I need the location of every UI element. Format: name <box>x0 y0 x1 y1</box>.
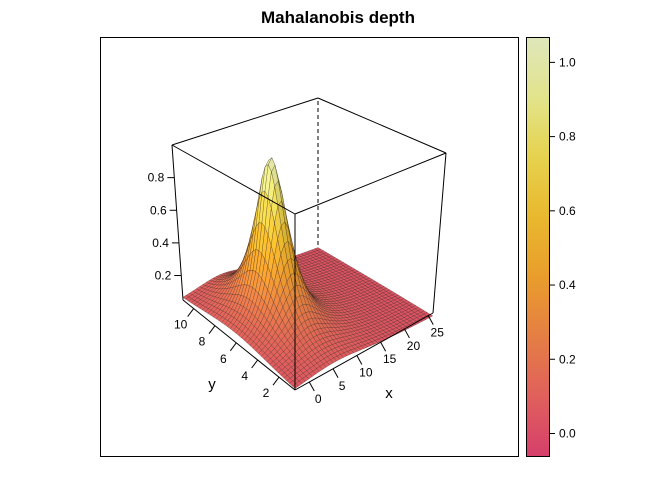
plot-panel <box>100 37 519 457</box>
y-tick <box>229 342 237 352</box>
colorbar-tick-label: 1.0 <box>559 55 576 69</box>
box-edge <box>317 97 447 154</box>
box-edge <box>171 97 319 146</box>
y-tick-label: 2 <box>263 386 270 400</box>
colorbar-tick-label: 0.6 <box>559 204 576 218</box>
y-tick-label: 8 <box>199 335 206 349</box>
box-edge <box>171 144 296 215</box>
x-tick-label: 10 <box>359 365 373 379</box>
colorbar-tick-label: 0.0 <box>559 426 576 440</box>
x-tick <box>404 328 410 339</box>
x-axis-label: x <box>385 385 393 402</box>
box-edge <box>171 144 184 301</box>
colorbar-ticks: 0.0 0.2 0.4 0.6 0.8 1.0 <box>549 55 576 440</box>
y-axis-label: y <box>208 376 216 393</box>
axes: 0 5 10 15 20 25 2 468 10 0.2 0.4 0.6 0.8 <box>148 171 445 406</box>
z-tick-label: 0.6 <box>150 203 167 217</box>
box-edge <box>294 152 447 215</box>
z-tick-label: 0.4 <box>152 236 169 250</box>
z-tick-label: 0.2 <box>155 269 172 283</box>
box-edge <box>294 312 434 391</box>
y-tick <box>208 325 216 335</box>
box-edge <box>432 152 447 314</box>
y-tick-label: 4 <box>241 369 248 383</box>
bounding-box <box>171 97 447 391</box>
x-tick <box>427 315 434 325</box>
y-tick <box>251 359 259 369</box>
z-tick-label: 0.8 <box>148 171 165 185</box>
y-tick-label: 6 <box>220 352 227 366</box>
x-tick <box>308 381 315 392</box>
x-tick-label: 15 <box>383 352 397 366</box>
colorbar-tick-label: 0.4 <box>559 278 576 292</box>
chart-title: Mahalanobis depth <box>261 8 415 27</box>
x-tick <box>332 368 339 379</box>
colorbar-tick-label: 0.8 <box>559 130 576 144</box>
x-tick-label: 25 <box>431 326 445 340</box>
x-tick <box>356 355 363 365</box>
x-tick-label: 5 <box>339 379 346 393</box>
colorbar <box>526 37 550 457</box>
surface <box>182 157 434 389</box>
y-tick <box>187 308 195 317</box>
y-tick-label: 10 <box>174 318 188 332</box>
y-tick <box>272 376 280 386</box>
x-tick-label: 20 <box>407 339 421 353</box>
x-tick-label: 0 <box>315 392 322 406</box>
colorbar-tick-label: 0.2 <box>559 352 576 366</box>
box-edge <box>182 299 296 391</box>
x-tick <box>380 341 387 352</box>
